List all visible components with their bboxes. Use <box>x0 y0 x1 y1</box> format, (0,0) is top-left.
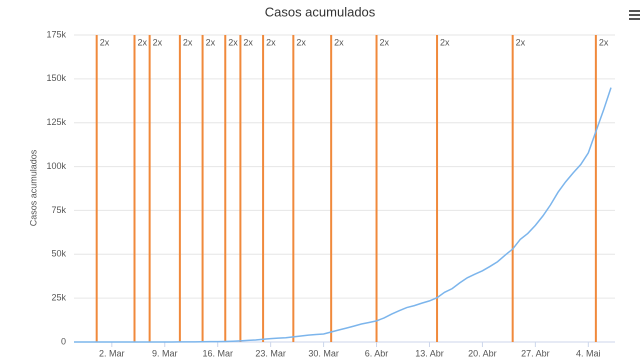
x-tick-label: 13. Abr <box>415 348 444 358</box>
x-tick-label: 23. Mar <box>255 348 286 358</box>
y-tick-label: 100k <box>46 161 66 171</box>
doubling-label: 2x <box>380 37 390 47</box>
x-tick-label: 2. Mar <box>99 348 125 358</box>
x-tick-label: 30. Mar <box>308 348 339 358</box>
data-line <box>74 87 612 343</box>
y-tick-label: 75k <box>51 205 66 215</box>
x-tick-label: 16. Mar <box>202 348 233 358</box>
menu-bar <box>629 18 640 20</box>
chart-title: Casos acumulados <box>265 4 376 19</box>
menu-icon[interactable] <box>629 10 640 20</box>
doubling-label: 2x <box>243 37 253 47</box>
x-tick-label: 9. Mar <box>152 348 178 358</box>
doubling-label: 2x <box>206 37 216 47</box>
y-tick-label: 175k <box>46 29 66 39</box>
x-tick-label: 4. Mai <box>576 348 601 358</box>
x-tick-label: 20. Abr <box>468 348 497 358</box>
y-tick-label: 25k <box>51 293 66 303</box>
doubling-label: 2x <box>138 37 148 47</box>
doubling-label: 2x <box>183 37 193 47</box>
doubling-label: 2x <box>440 37 450 47</box>
y-axis-title: Casos acumulados <box>28 149 38 226</box>
doubling-label: 2x <box>296 37 306 47</box>
doubling-label: 2x <box>516 37 526 47</box>
menu-bar <box>629 10 640 12</box>
doubling-label: 2x <box>100 37 110 47</box>
doubling-label: 2x <box>334 37 344 47</box>
y-tick-label: 150k <box>46 73 66 83</box>
doubling-label: 2x <box>153 37 163 47</box>
y-tick-label: 125k <box>46 117 66 127</box>
x-tick-label: 27. Abr <box>521 348 550 358</box>
y-tick-label: 0 <box>61 336 66 346</box>
doubling-label: 2x <box>599 37 609 47</box>
doubling-label: 2x <box>228 37 238 47</box>
doubling-label: 2x <box>266 37 276 47</box>
x-tick-label: 6. Abr <box>365 348 389 358</box>
menu-bar <box>629 14 640 16</box>
y-tick-label: 50k <box>51 249 66 259</box>
